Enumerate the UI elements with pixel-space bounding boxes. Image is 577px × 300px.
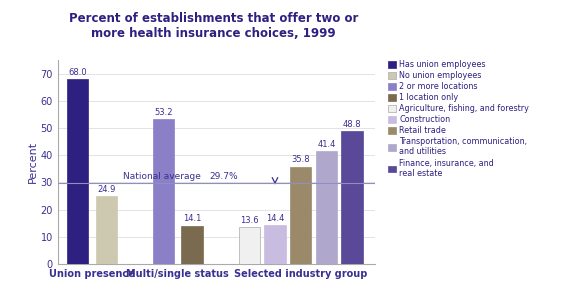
Text: 14.4: 14.4	[266, 214, 284, 223]
Bar	[181, 226, 203, 264]
Text: 24.9: 24.9	[97, 185, 115, 194]
Bar	[264, 225, 286, 264]
Text: 68.0: 68.0	[69, 68, 87, 77]
Text: 13.6: 13.6	[240, 216, 258, 225]
Bar	[238, 227, 260, 264]
Text: Percent of establishments that offer two or
more health insurance choices, 1999: Percent of establishments that offer two…	[69, 12, 358, 40]
Text: 29.7%: 29.7%	[209, 172, 238, 181]
Bar	[153, 119, 174, 264]
Bar	[316, 152, 337, 264]
Text: 48.8: 48.8	[343, 120, 361, 129]
Bar	[342, 131, 363, 264]
Legend: Has union employees, No union employees, 2 or more locations, 1 location only, A: Has union employees, No union employees,…	[388, 60, 529, 178]
Text: 14.1: 14.1	[183, 214, 201, 224]
Y-axis label: Percent: Percent	[28, 141, 38, 183]
Bar	[290, 167, 312, 264]
Text: 35.8: 35.8	[291, 155, 310, 164]
Bar	[67, 79, 88, 264]
Text: 53.2: 53.2	[154, 108, 173, 117]
Text: National average: National average	[123, 172, 201, 181]
Bar	[96, 196, 117, 264]
Text: 41.4: 41.4	[317, 140, 336, 149]
